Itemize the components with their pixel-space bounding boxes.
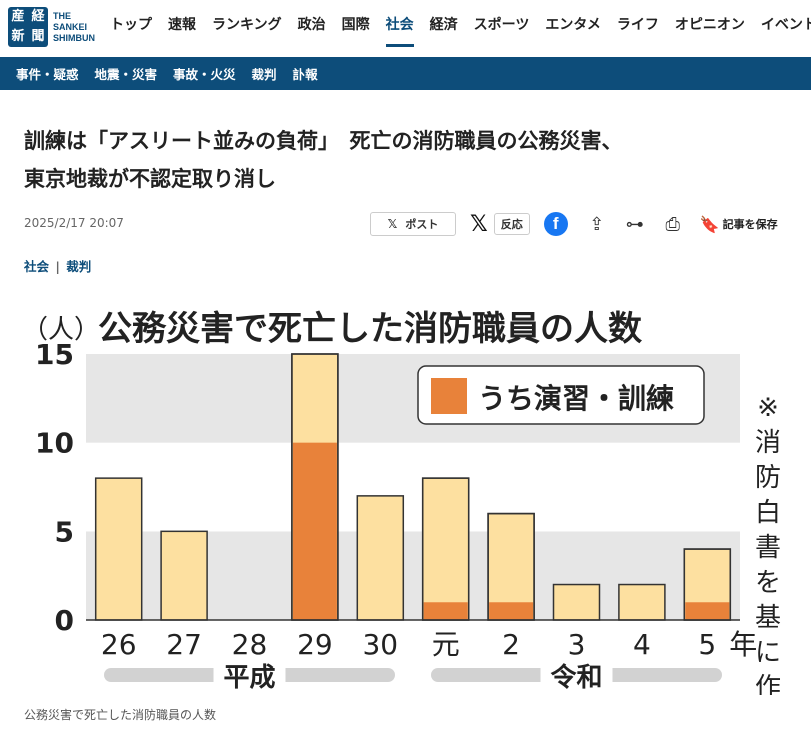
nav-item[interactable]: エンタメ [545,17,601,33]
site-header: 産 経 新 聞 THE SANKEI SHIMBUN トップ 速報 ランキング 政治国… [0,0,811,57]
bar-total [552,583,601,621]
category-link-society[interactable]: 社会 [24,259,50,274]
share-bar: 𝕏 ポスト 𝕏 反応 f ⇪ ⊶ ⎙ 🔖 記事を保存 [370,210,778,238]
era-label-bg [213,662,286,688]
bar-total [160,530,208,621]
nav-item[interactable]: ランキング [212,17,282,33]
x-tick-label: 4 [633,628,651,661]
legend-label: うち演習・訓練 [478,382,674,415]
chart-unit-label: （人） [22,315,100,345]
logo-line: SANKEI [53,21,88,32]
nav-item[interactable]: ライフ [616,17,659,33]
nav-item[interactable]: 速報 [168,17,196,33]
subnav-item[interactable]: 地震・災害 [94,67,158,82]
react-badge[interactable]: 反応 [493,213,530,235]
logo-char: 新 [11,29,25,44]
x-tick-label: 29 [297,628,333,661]
source-note-char: を [755,568,781,598]
x-icon[interactable]: 𝕏 [470,211,488,237]
bar-training [292,442,337,620]
print-icon[interactable]: ⎙ [665,213,680,235]
article-meta: 2025/2/17 20:07 𝕏 ポスト 𝕏 反応 f ⇪ ⊶ ⎙ 🔖 記事を… [24,210,794,238]
x-tick-label: 5 [698,628,716,661]
nav-item[interactable]: 経済 [429,17,458,33]
x-tick-label: 3 [568,628,586,661]
logo-char: 経 [31,9,45,24]
nav-item[interactable]: 社会 [385,0,414,57]
y-tick-label: 15 [35,338,74,371]
save-article-button[interactable]: 🔖 記事を保存 [700,215,778,234]
source-note-char: 書 [755,533,781,563]
logo-line: SHIMBUN [53,32,95,43]
x-tick-label: 28 [232,628,268,661]
x-logo-icon: 𝕏 [387,217,398,231]
publish-date: 2025/2/17 20:07 [24,216,124,230]
logo-wordmark: THE SANKEI SHIMBUN [53,11,95,44]
source-note-char: 防 [755,463,781,493]
logo-mark: 産 経 新 聞 [8,7,48,47]
title-line-2: 東京地裁が不認定取り消し [24,167,276,191]
nav-item[interactable]: オピニオン [674,17,745,33]
nav-item[interactable]: スポーツ [473,17,530,33]
bookmark-icon: 🔖 [699,214,720,234]
nav-item[interactable]: イベント [760,17,811,33]
subnav-item[interactable]: 訃報 [292,67,318,82]
post-label: ポスト [405,218,439,231]
bar-total [356,495,405,621]
nav-item[interactable]: 国際 [341,17,370,33]
article-title: 訓練は「アスリート並みの負荷」 死亡の消防職員の公務災害、 東京地裁が不認定取り… [24,122,794,198]
category-separator: | [51,259,65,274]
subnav-item[interactable]: 事故・火災 [173,67,236,82]
source-note-char: 消 [755,428,781,458]
logo-char: 産 [11,9,25,24]
bar-training [685,602,730,620]
source-note-char: に [755,638,781,668]
subnav-item[interactable]: 事件・疑惑 [16,67,79,82]
main-nav: トップ 速報 ランキング 政治 国際 社会 経済 スポーツ エンタメ ライフ オピニオン イベント [110,0,811,57]
y-tick-label: 0 [55,604,74,637]
y-tick-label: 5 [55,515,74,548]
logo-line: THE [53,10,71,21]
link-icon[interactable]: ⊶ [625,213,644,235]
era-label: 令和 [550,662,602,693]
bar-total [618,583,666,621]
x-tick-label: 元 [432,628,460,661]
logo-char: 聞 [31,29,45,44]
era-label: 平成 [223,663,275,693]
x-tick-label: 26 [101,628,137,661]
source-note-char: ※ [757,393,779,423]
save-label: 記事を保存 [722,218,778,231]
x-tick-label: 30 [362,628,398,661]
figure-caption: 公務災害で死亡した消防職員の人数 [24,708,217,722]
facebook-icon[interactable]: f [543,212,568,236]
legend-box [417,365,705,425]
subnav-item[interactable]: 裁判 [251,67,277,82]
source-note-char: 白 [755,498,781,528]
article-categories: 社会 | 裁判 [24,256,91,275]
x-tick-label: 2 [502,628,520,661]
x-post-button[interactable]: 𝕏 ポスト [370,212,456,236]
grid-band [86,442,740,532]
bar-training [489,602,534,620]
source-note-char: 作 [755,673,781,695]
nav-item[interactable]: トップ [110,17,152,33]
x-tick-label: 27 [166,628,202,661]
y-tick-label: 10 [35,427,74,460]
source-note-char: 基 [755,603,781,633]
title-line-1: 訓練は「アスリート並みの負荷」 死亡の消防職員の公務災害、 [24,129,623,153]
site-logo[interactable]: 産 経 新 聞 THE SANKEI SHIMBUN [8,5,96,49]
era-label-bg [540,662,613,688]
sub-nav: 事件・疑惑 地震・災害 事故・火災 裁判 訃報 [0,57,811,90]
bar-total [94,477,143,621]
bar-training [423,602,468,620]
nav-item[interactable]: 政治 [297,17,326,33]
share-icon[interactable]: ⇪ [589,213,605,235]
x-axis-suffix: 年 [729,628,757,661]
chart-title: 公務災害で死亡した消防職員の人数 [98,309,642,349]
bar-total [421,477,470,621]
article-chart: 公務災害で死亡した消防職員の人数（人） 0 5 10 15 26 27 28 29 30 元 2 3 4 5… [20,290,791,695]
category-link-trial[interactable]: 裁判 [66,259,92,274]
legend-swatch [431,378,467,414]
